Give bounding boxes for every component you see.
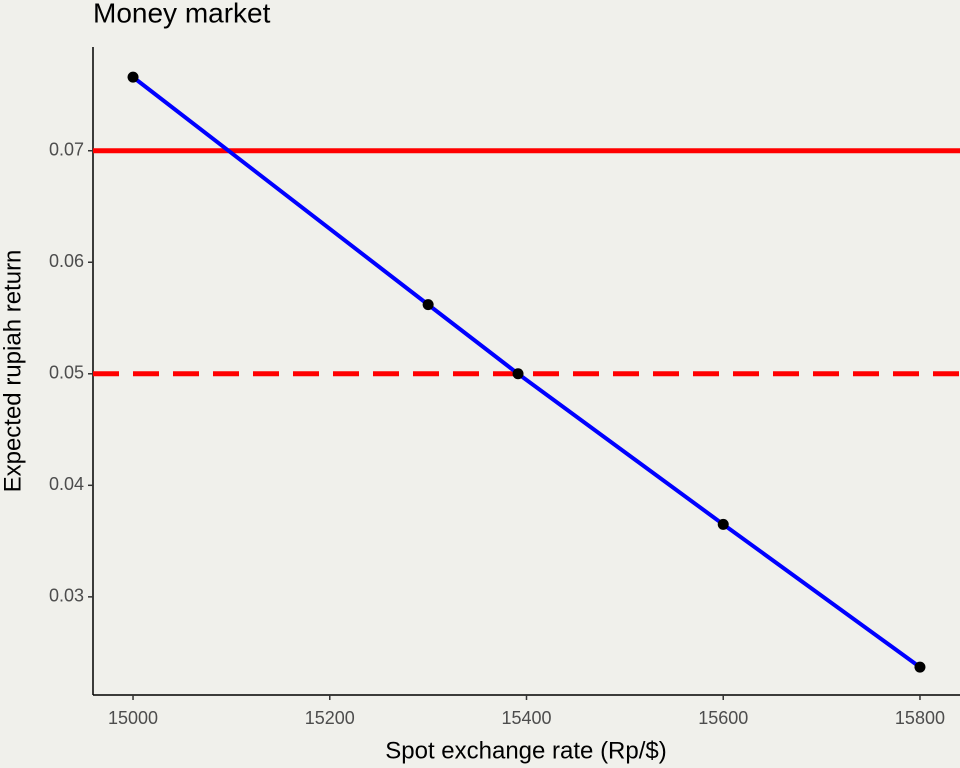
x-tick-label: 15200: [305, 708, 355, 728]
y-tick-label: 0.07: [49, 139, 84, 159]
x-tick-label: 15400: [501, 708, 551, 728]
x-tick-label: 15800: [895, 708, 945, 728]
data-point: [127, 71, 139, 83]
data-point: [717, 518, 729, 530]
y-tick-label: 0.05: [49, 363, 84, 383]
data-point: [512, 368, 524, 380]
x-tick-label: 15000: [108, 708, 158, 728]
data-point: [422, 299, 434, 311]
y-tick-label: 0.03: [49, 586, 84, 606]
y-tick-label: 0.06: [49, 251, 84, 271]
data-point: [914, 661, 926, 673]
y-axis-label: Expected rupiah return: [0, 250, 26, 493]
x-tick-label: 15600: [698, 708, 748, 728]
chart-title: Money market: [93, 0, 271, 28]
x-axis-label: Spot exchange rate (Rp/$): [385, 737, 667, 764]
y-tick-label: 0.04: [49, 474, 84, 494]
